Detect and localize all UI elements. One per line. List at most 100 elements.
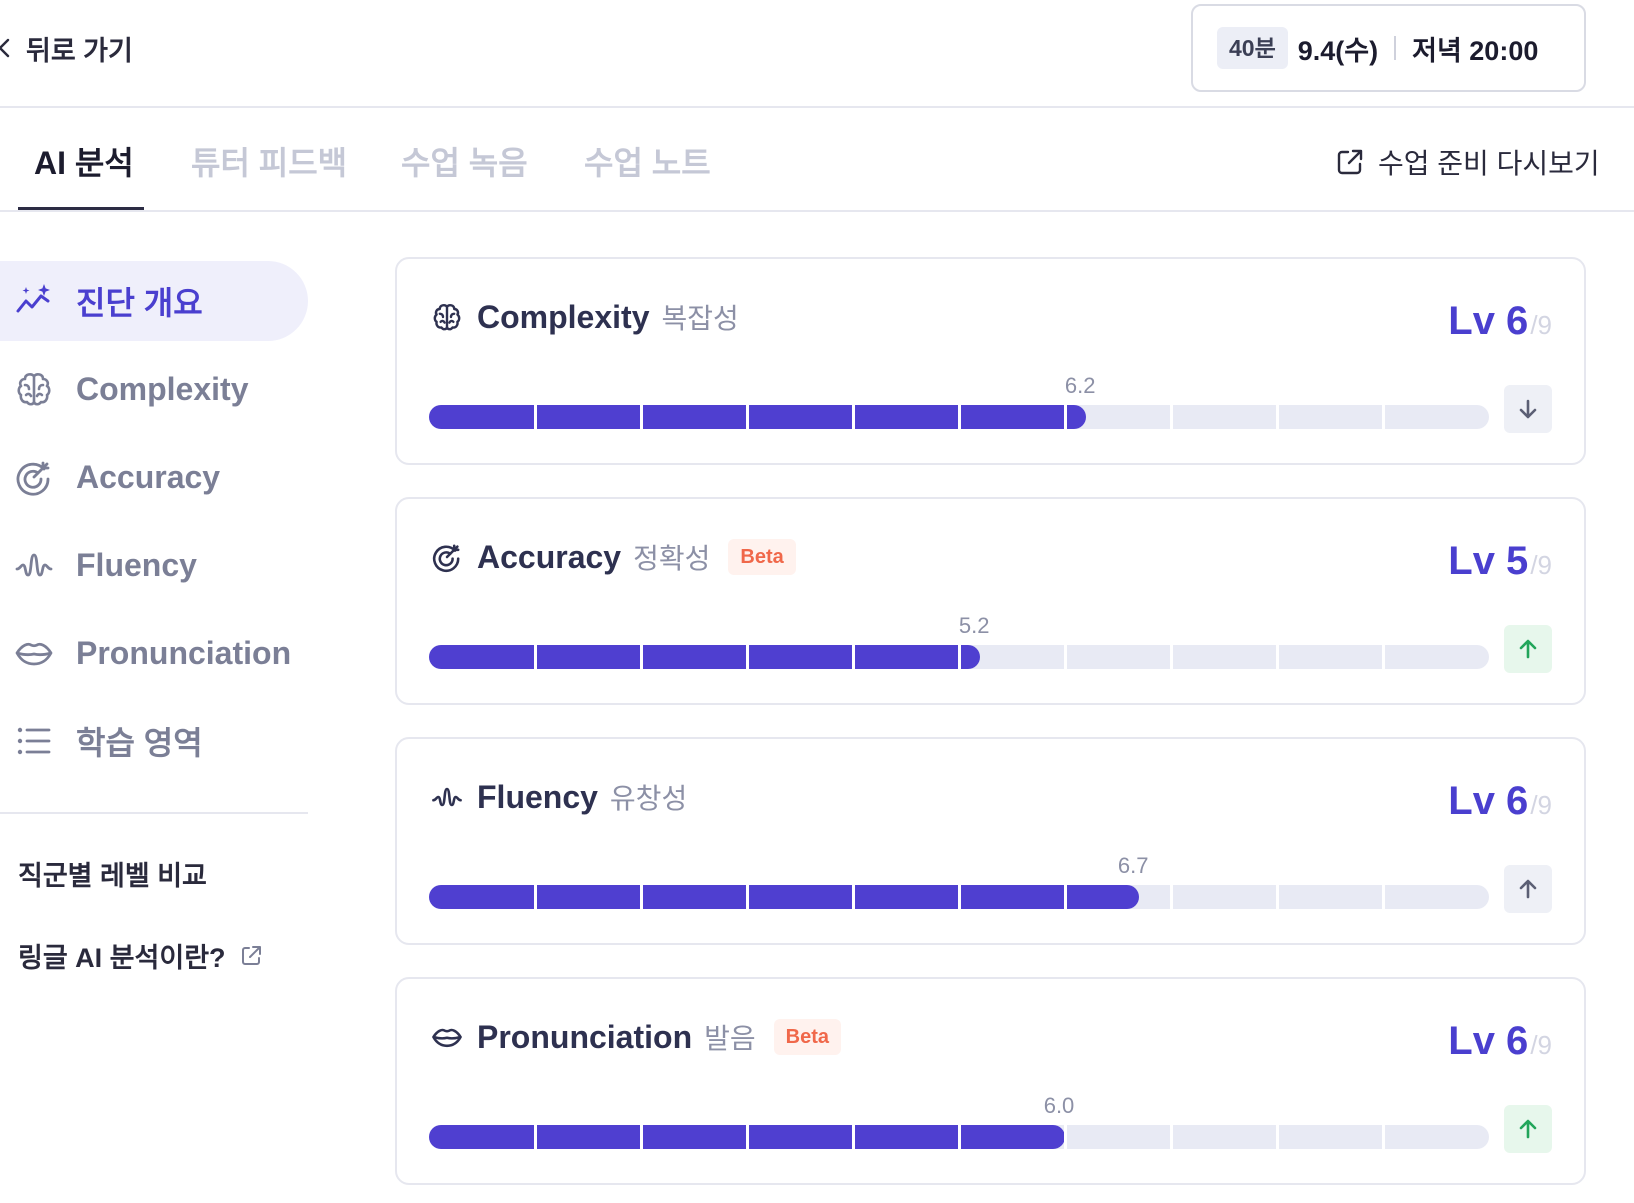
score-bar-tick (1169, 1125, 1173, 1149)
arrow-up-icon (1519, 1119, 1537, 1139)
arrow-up-icon (1519, 639, 1537, 659)
target-icon (16, 461, 50, 496)
sidebar-item-label: 학습 영역 (76, 725, 203, 761)
trend-button[interactable] (1504, 865, 1552, 913)
card-subtitle: 복잡성 (661, 303, 739, 334)
sidebar-item-complexity[interactable]: Complexity (0, 349, 308, 429)
score-bar-tick (1169, 645, 1173, 669)
score-bar-tick (533, 405, 537, 429)
active-tab-indicator (18, 207, 144, 210)
sidebar-item-pronunciation[interactable]: Pronunciation (0, 613, 308, 693)
about-ai-analysis-label: 링글 AI 분석이란? (18, 943, 226, 973)
card-header: Complexity 복잡성 (431, 297, 739, 337)
arrow-down-icon (1519, 399, 1537, 419)
top-bar: 뒤로 가기 40분 9.4(수) 저녁 20:00 (0, 0, 1634, 108)
wave-icon (15, 553, 53, 577)
trend-button[interactable] (1504, 1105, 1552, 1153)
score-bar (429, 405, 1489, 429)
target-icon (432, 544, 460, 573)
score-label: 6.7 (1117, 853, 1149, 878)
sidebar-item-overview[interactable]: 진단 개요 (0, 261, 308, 341)
sidebar-item-label: Pronunciation (76, 634, 292, 671)
card-title: Pronunciation (477, 1018, 693, 1055)
score-bar-tick (745, 885, 749, 909)
score-bar-tick (1063, 645, 1067, 669)
session-time: 저녁 20:00 (1412, 35, 1539, 66)
sidebar-item-label: Fluency (76, 546, 197, 583)
score-bar-tick (639, 645, 643, 669)
score-bar (429, 885, 1489, 909)
score-bar-tick (1381, 645, 1385, 669)
brain-icon (433, 304, 461, 331)
score-bar-tick (1275, 885, 1279, 909)
score-bar-tick (957, 645, 961, 669)
back-button[interactable]: 뒤로 가기 (0, 28, 133, 68)
external-link-icon (241, 945, 261, 965)
score-bar-tick (533, 645, 537, 669)
score-bar-tick (851, 1125, 855, 1149)
arrow-up-icon (1519, 879, 1537, 899)
card-title: Complexity (477, 298, 650, 335)
score-bar-tick (639, 405, 643, 429)
level-value: Lv 6 (1448, 779, 1529, 823)
score-bar-tick (1169, 885, 1173, 909)
card-subtitle: 발음 (704, 1023, 756, 1054)
accuracy-card: Accuracy 정확성 Beta Lv 5 /9 5.2 (395, 497, 1586, 705)
sidebar-divider (0, 812, 308, 814)
score-bar (429, 645, 1489, 669)
card-header: Fluency 유창성 (431, 777, 687, 817)
score-bar-tick (1275, 1125, 1279, 1149)
tab-tutor-feedback[interactable]: 튜터 피드백 (191, 145, 348, 181)
card-title: Fluency (477, 778, 598, 815)
score-bar-tick (851, 885, 855, 909)
score-bar (429, 1125, 1489, 1149)
sidebar-item-study-areas[interactable]: 학습 영역 (0, 701, 308, 781)
score-bar-tick (639, 885, 643, 909)
sidebar-item-accuracy[interactable]: Accuracy (0, 437, 308, 517)
session-info: 40분 9.4(수) 저녁 20:00 (1191, 4, 1586, 92)
beta-badge: Beta (728, 539, 796, 575)
prep-review-link[interactable]: 수업 준비 다시보기 (1334, 142, 1600, 182)
score-label: 6.0 (1043, 1093, 1075, 1118)
score-bar-tick (1169, 405, 1173, 429)
trend-button[interactable] (1504, 385, 1552, 433)
trend-button[interactable] (1504, 625, 1552, 673)
tab-class-recording[interactable]: 수업 녹음 (401, 145, 528, 181)
level-comparison-link[interactable]: 직군별 레벨 비교 (18, 854, 207, 893)
level-max: /9 (1530, 310, 1552, 340)
score-bar-tick (1275, 645, 1279, 669)
tab-ai-analysis[interactable]: AI 분석 (34, 145, 134, 181)
level-indicator: Lv 6 /9 (1448, 299, 1552, 344)
score-bar-tick (1381, 405, 1385, 429)
score-bar-tick (1381, 1125, 1385, 1149)
sidebar-item-label: 진단 개요 (76, 285, 203, 321)
score-bar-tick (1381, 885, 1385, 909)
external-link-icon (1337, 149, 1363, 175)
level-indicator: Lv 6 /9 (1448, 1019, 1552, 1064)
session-divider (1394, 36, 1397, 60)
score-label: 5.2 (958, 613, 990, 638)
score-bar-tick (745, 1125, 749, 1149)
score-bar-tick (1063, 885, 1067, 909)
tab-class-notes[interactable]: 수업 노트 (584, 145, 711, 181)
lips-icon (432, 1028, 462, 1048)
score-bar-tick (957, 885, 961, 909)
level-value: Lv 5 (1448, 539, 1529, 583)
sidebar-item-label: Accuracy (76, 458, 221, 495)
brain-icon (17, 373, 51, 406)
card-header: Pronunciation 발음 Beta (431, 1017, 841, 1057)
lips-icon (15, 642, 53, 666)
score-bar-fill (429, 405, 1087, 429)
score-bar-fill (429, 885, 1140, 909)
score-bar-tick (1275, 405, 1279, 429)
score-label: 6.2 (1064, 373, 1096, 398)
level-indicator: Lv 6 /9 (1448, 779, 1552, 824)
card-header: Accuracy 정확성 Beta (431, 537, 796, 577)
about-ai-analysis-link[interactable]: 링글 AI 분석이란? (18, 936, 264, 975)
score-bar-tick (639, 1125, 643, 1149)
level-indicator: Lv 5 /9 (1448, 539, 1552, 584)
sidebar-item-fluency[interactable]: Fluency (0, 525, 308, 605)
level-max: /9 (1530, 1030, 1552, 1060)
score-bar-fill (429, 645, 981, 669)
back-label: 뒤로 가기 (26, 35, 133, 66)
